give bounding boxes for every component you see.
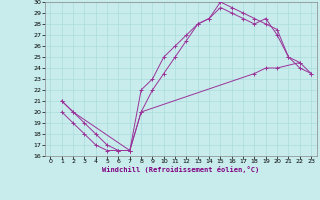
- X-axis label: Windchill (Refroidissement éolien,°C): Windchill (Refroidissement éolien,°C): [102, 166, 260, 173]
